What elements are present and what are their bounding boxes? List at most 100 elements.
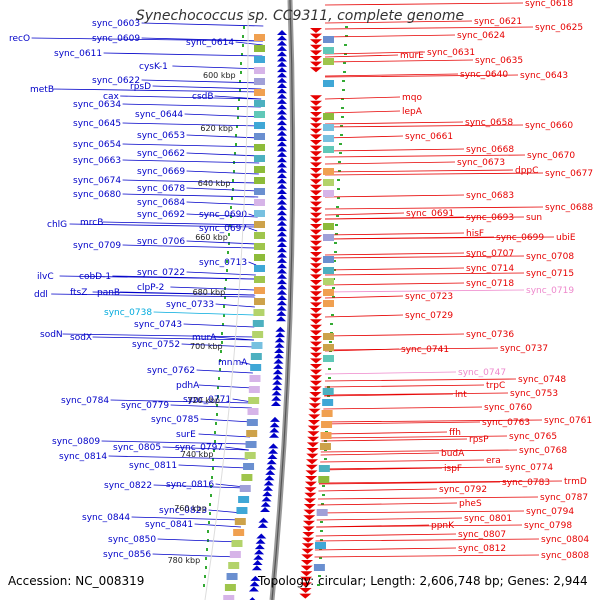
plus-feature-block (230, 551, 241, 558)
gene-label-sodx: sodX (70, 333, 92, 343)
minus-strand-gene (303, 515, 315, 520)
scale-dot-right (342, 89, 345, 91)
plus-feature-block (243, 463, 254, 470)
gene-label-sync-0661: sync_0661 (405, 132, 453, 142)
plus-feature-block (223, 595, 234, 600)
minus-strand-gene (310, 235, 322, 240)
plus-strand-gene (264, 475, 274, 480)
gene-leader-sync-0713 (249, 262, 257, 265)
plus-feature-block (246, 430, 257, 437)
plus-strand-gene (277, 274, 287, 279)
plus-strand-gene (274, 348, 284, 353)
gene-label-ubie: ubiE (556, 233, 576, 243)
minus-strand-gene (310, 129, 322, 134)
gene-label-sync-0688: sync_0688 (545, 203, 593, 213)
scale-dot-left (230, 206, 232, 209)
minus-strand-gene (310, 364, 322, 369)
minus-strand-gene (310, 358, 322, 363)
minus-feature-block (322, 399, 333, 406)
minus-feature-block (323, 168, 334, 175)
minus-strand-gene (299, 594, 311, 599)
minus-strand-gene (309, 398, 321, 403)
plus-strand-gene (277, 258, 287, 263)
gene-leader-sync-0653 (187, 135, 260, 138)
plus-feature-block (228, 562, 239, 569)
minus-strand-gene (310, 286, 322, 291)
scale-dot-right (334, 251, 337, 253)
scale-dot-right (330, 323, 333, 325)
scale-dot-right (336, 206, 339, 208)
plus-strand-gene (277, 279, 287, 284)
gene-leader-ffh (322, 432, 447, 434)
minus-strand-gene (304, 504, 316, 509)
gene-leader-sync-0663 (123, 160, 260, 163)
gene-label-sync-0625: sync_0625 (535, 23, 583, 33)
plus-strand-gene (256, 539, 266, 544)
scale-dot-left (243, 26, 245, 29)
minus-strand-gene (310, 336, 322, 341)
gene-label-sync-0715: sync_0715 (526, 269, 574, 279)
plus-strand-gene (265, 470, 275, 475)
scale-dot-right (340, 134, 343, 136)
minus-strand-gene (307, 442, 319, 447)
minus-strand-gene (310, 291, 322, 296)
plus-feature-block (252, 331, 263, 338)
minus-strand-gene (304, 498, 316, 503)
gene-label-sync-0761: sync_0761 (544, 416, 592, 426)
minus-strand-gene (310, 213, 322, 218)
plus-strand-gene (277, 168, 287, 173)
plus-feature-block (254, 265, 265, 272)
gene-label-sync-0713: sync_0713 (199, 258, 247, 268)
scale-dot-left (242, 44, 244, 47)
plus-strand-gene (277, 51, 287, 56)
gene-label-sync-0714: sync_0714 (466, 264, 514, 274)
gene-label-sync-0722: sync_0722 (137, 268, 185, 278)
plus-strand-gene (277, 231, 287, 236)
minus-strand-gene (310, 202, 322, 207)
scale-dot-right (339, 143, 342, 145)
minus-strand-gene (300, 588, 312, 593)
gene-leader-hisf (325, 233, 464, 235)
scale-label: 620 kbp (200, 124, 233, 133)
minus-feature-block (323, 256, 334, 263)
plus-feature-block (254, 133, 265, 140)
minus-strand-gene (302, 543, 314, 548)
gene-label-clpp-2: clpP-2 (137, 283, 164, 293)
gene-leader-sync-0738 (154, 312, 255, 315)
gene-label-sync-0765: sync_0765 (509, 432, 557, 442)
plus-strand-gene (277, 226, 287, 231)
plus-strand-gene (275, 327, 285, 332)
minus-strand-gene (305, 482, 317, 487)
scale-dot-right (345, 26, 348, 28)
scale-dot-right (322, 494, 325, 496)
plus-strand-gene (273, 359, 283, 364)
gene-label-panb: panB (97, 288, 120, 298)
minus-strand-gene (310, 140, 322, 145)
plus-strand-gene (277, 210, 287, 215)
gene-label-sync-0690: sync_0690 (199, 210, 247, 220)
gene-label-trmd: trmD (564, 477, 587, 487)
plus-strand-gene (268, 443, 278, 448)
gene-label-sync-0856: sync_0856 (103, 550, 151, 560)
gene-leader-sync-0812 (315, 548, 456, 550)
minus-strand-gene (310, 370, 322, 375)
scale-dot-right (322, 485, 325, 487)
gene-label-sync-0804: sync_0804 (541, 535, 589, 545)
gene-leader-pdha (199, 385, 253, 388)
minus-strand-gene (310, 274, 322, 279)
minus-strand-gene (310, 218, 322, 223)
minus-strand-gene (306, 465, 318, 470)
minus-strand-gene (301, 554, 313, 559)
genome-map-view: sync_0603 recO sync_0609 sync_0611 sync_0614… (0, 0, 600, 600)
gene-leader-sync-0618 (325, 3, 523, 5)
minus-feature-block (314, 564, 325, 571)
gene-label-sync-0809: sync_0809 (52, 437, 100, 447)
plus-strand-gene (270, 422, 280, 427)
plus-strand-gene (253, 555, 263, 560)
gene-label-sodn: sodN (40, 330, 63, 340)
minus-feature-block (323, 146, 334, 153)
scale-dot-right (343, 62, 346, 64)
plus-feature-block (254, 177, 265, 184)
plus-strand-gene (277, 157, 287, 162)
plus-strand-gene (262, 496, 272, 501)
